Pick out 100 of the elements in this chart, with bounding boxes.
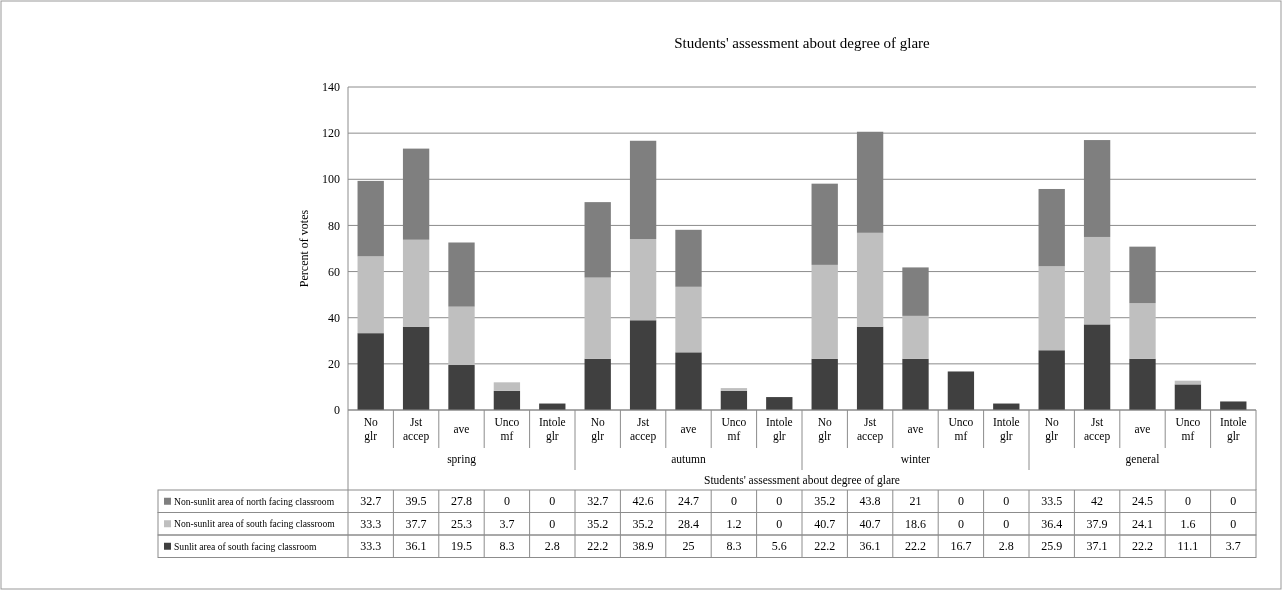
bar (629, 239, 657, 321)
bar (357, 180, 384, 257)
data-label: 8.3 (726, 539, 742, 554)
data-label: 42 (1091, 494, 1104, 509)
data-label: 1.6 (1180, 516, 1196, 531)
data-label: 11.1 (1177, 539, 1199, 554)
text: autumn (671, 453, 706, 466)
bar (720, 388, 748, 391)
bar (629, 320, 657, 410)
bar (902, 315, 929, 359)
data-label: 3.7 (499, 516, 515, 531)
bar (402, 326, 430, 410)
data-label: 27.8 (451, 494, 472, 509)
x-axis-title: Students' assessment about degree of glare (704, 474, 900, 488)
x-tick-label: Intole glr (538, 416, 566, 444)
data-label: 0 (776, 494, 783, 509)
data-label: 0 (957, 494, 964, 509)
data-label: 36.1 (859, 539, 881, 554)
data-label: 0 (1230, 516, 1237, 531)
data-label: 0 (549, 494, 556, 509)
bar (448, 242, 475, 307)
bar (811, 358, 838, 410)
bar (448, 306, 475, 366)
bar (856, 232, 884, 327)
y-tick-label: 140 (322, 80, 340, 95)
bar (402, 239, 430, 327)
bar (675, 286, 702, 353)
data-label: 37.1 (1086, 539, 1108, 554)
data-label: 24.5 (1132, 494, 1153, 509)
data-label: 21 (909, 494, 922, 509)
bar (1038, 266, 1065, 351)
bar (811, 264, 838, 359)
data-label: 28.4 (678, 516, 699, 531)
bar (1083, 236, 1111, 325)
bar (493, 390, 521, 410)
bar (357, 256, 384, 334)
data-label: 22.2 (1132, 539, 1153, 554)
bar (902, 358, 929, 410)
x-tick-label: No glr (590, 416, 605, 444)
x-tick-label: Jst accep (857, 416, 884, 444)
x-tick-label: No glr (817, 416, 832, 444)
data-label: 1.2 (726, 516, 742, 531)
data-label: 0 (776, 516, 783, 531)
bar (584, 277, 611, 359)
bar (584, 202, 611, 278)
x-tick-label: Intole glr (992, 416, 1020, 444)
x-tick-label: Intole glr (765, 416, 793, 444)
x-tick-label: Jst accep (630, 416, 657, 444)
bar (402, 148, 430, 240)
data-label: 40.7 (859, 516, 881, 531)
data-label: 43.8 (859, 494, 881, 509)
data-label: 0 (1003, 516, 1010, 531)
data-label: 0 (1230, 494, 1237, 509)
data-label: 2.8 (544, 539, 560, 554)
data-label: 0 (503, 494, 510, 509)
bar (1174, 384, 1202, 410)
chart-title: Students' assessment about degree of glare (674, 35, 931, 51)
y-tick-label: 0 (334, 403, 340, 418)
legend-label: Non-sunlit area of north facing classroom (174, 495, 335, 507)
x-tick-label: Unco mf (721, 416, 747, 443)
y-axis-title: Percent of votes (297, 209, 311, 288)
bar (902, 267, 929, 316)
y-tick-label: 80 (328, 218, 340, 233)
data-label: 0 (730, 494, 737, 509)
data-label: 24.7 (678, 494, 699, 509)
y-tick-label: 120 (322, 126, 340, 141)
data-label: 38.9 (632, 539, 654, 554)
x-tick-label: ave (1134, 423, 1151, 436)
bar (1038, 350, 1065, 410)
bar (1129, 246, 1156, 304)
bar (448, 365, 475, 410)
bar (811, 183, 838, 265)
bar (1038, 188, 1065, 267)
bar (720, 390, 748, 410)
bar (357, 333, 384, 410)
data-label: 0 (1184, 494, 1191, 509)
bar (629, 140, 657, 240)
data-label: 16.7 (950, 539, 972, 554)
data-label: 37.7 (405, 516, 427, 531)
data-label: 25.9 (1041, 539, 1063, 554)
text: general (1125, 453, 1160, 467)
x-tick-label: Unco mf (948, 416, 974, 443)
data-label: 39.5 (405, 494, 427, 509)
bar (1220, 401, 1247, 410)
data-label: 0 (1003, 494, 1010, 509)
data-label: 33.3 (360, 516, 382, 531)
data-label: 25.3 (451, 516, 472, 531)
text: winter (900, 453, 931, 466)
text: spring (447, 453, 477, 467)
x-tick-label: Intole glr (1219, 416, 1247, 444)
data-label: 32.7 (360, 494, 382, 509)
y-tick-label: 100 (322, 172, 340, 187)
data-label: 0 (549, 516, 556, 531)
data-label: 36.4 (1041, 516, 1063, 531)
data-label: 33.5 (1041, 494, 1063, 509)
data-label: 0 (957, 516, 964, 531)
data-label: 25 (682, 539, 695, 554)
bar (493, 382, 521, 391)
data-label: 22.2 (814, 539, 836, 554)
x-tick-label: No glr (363, 416, 378, 444)
